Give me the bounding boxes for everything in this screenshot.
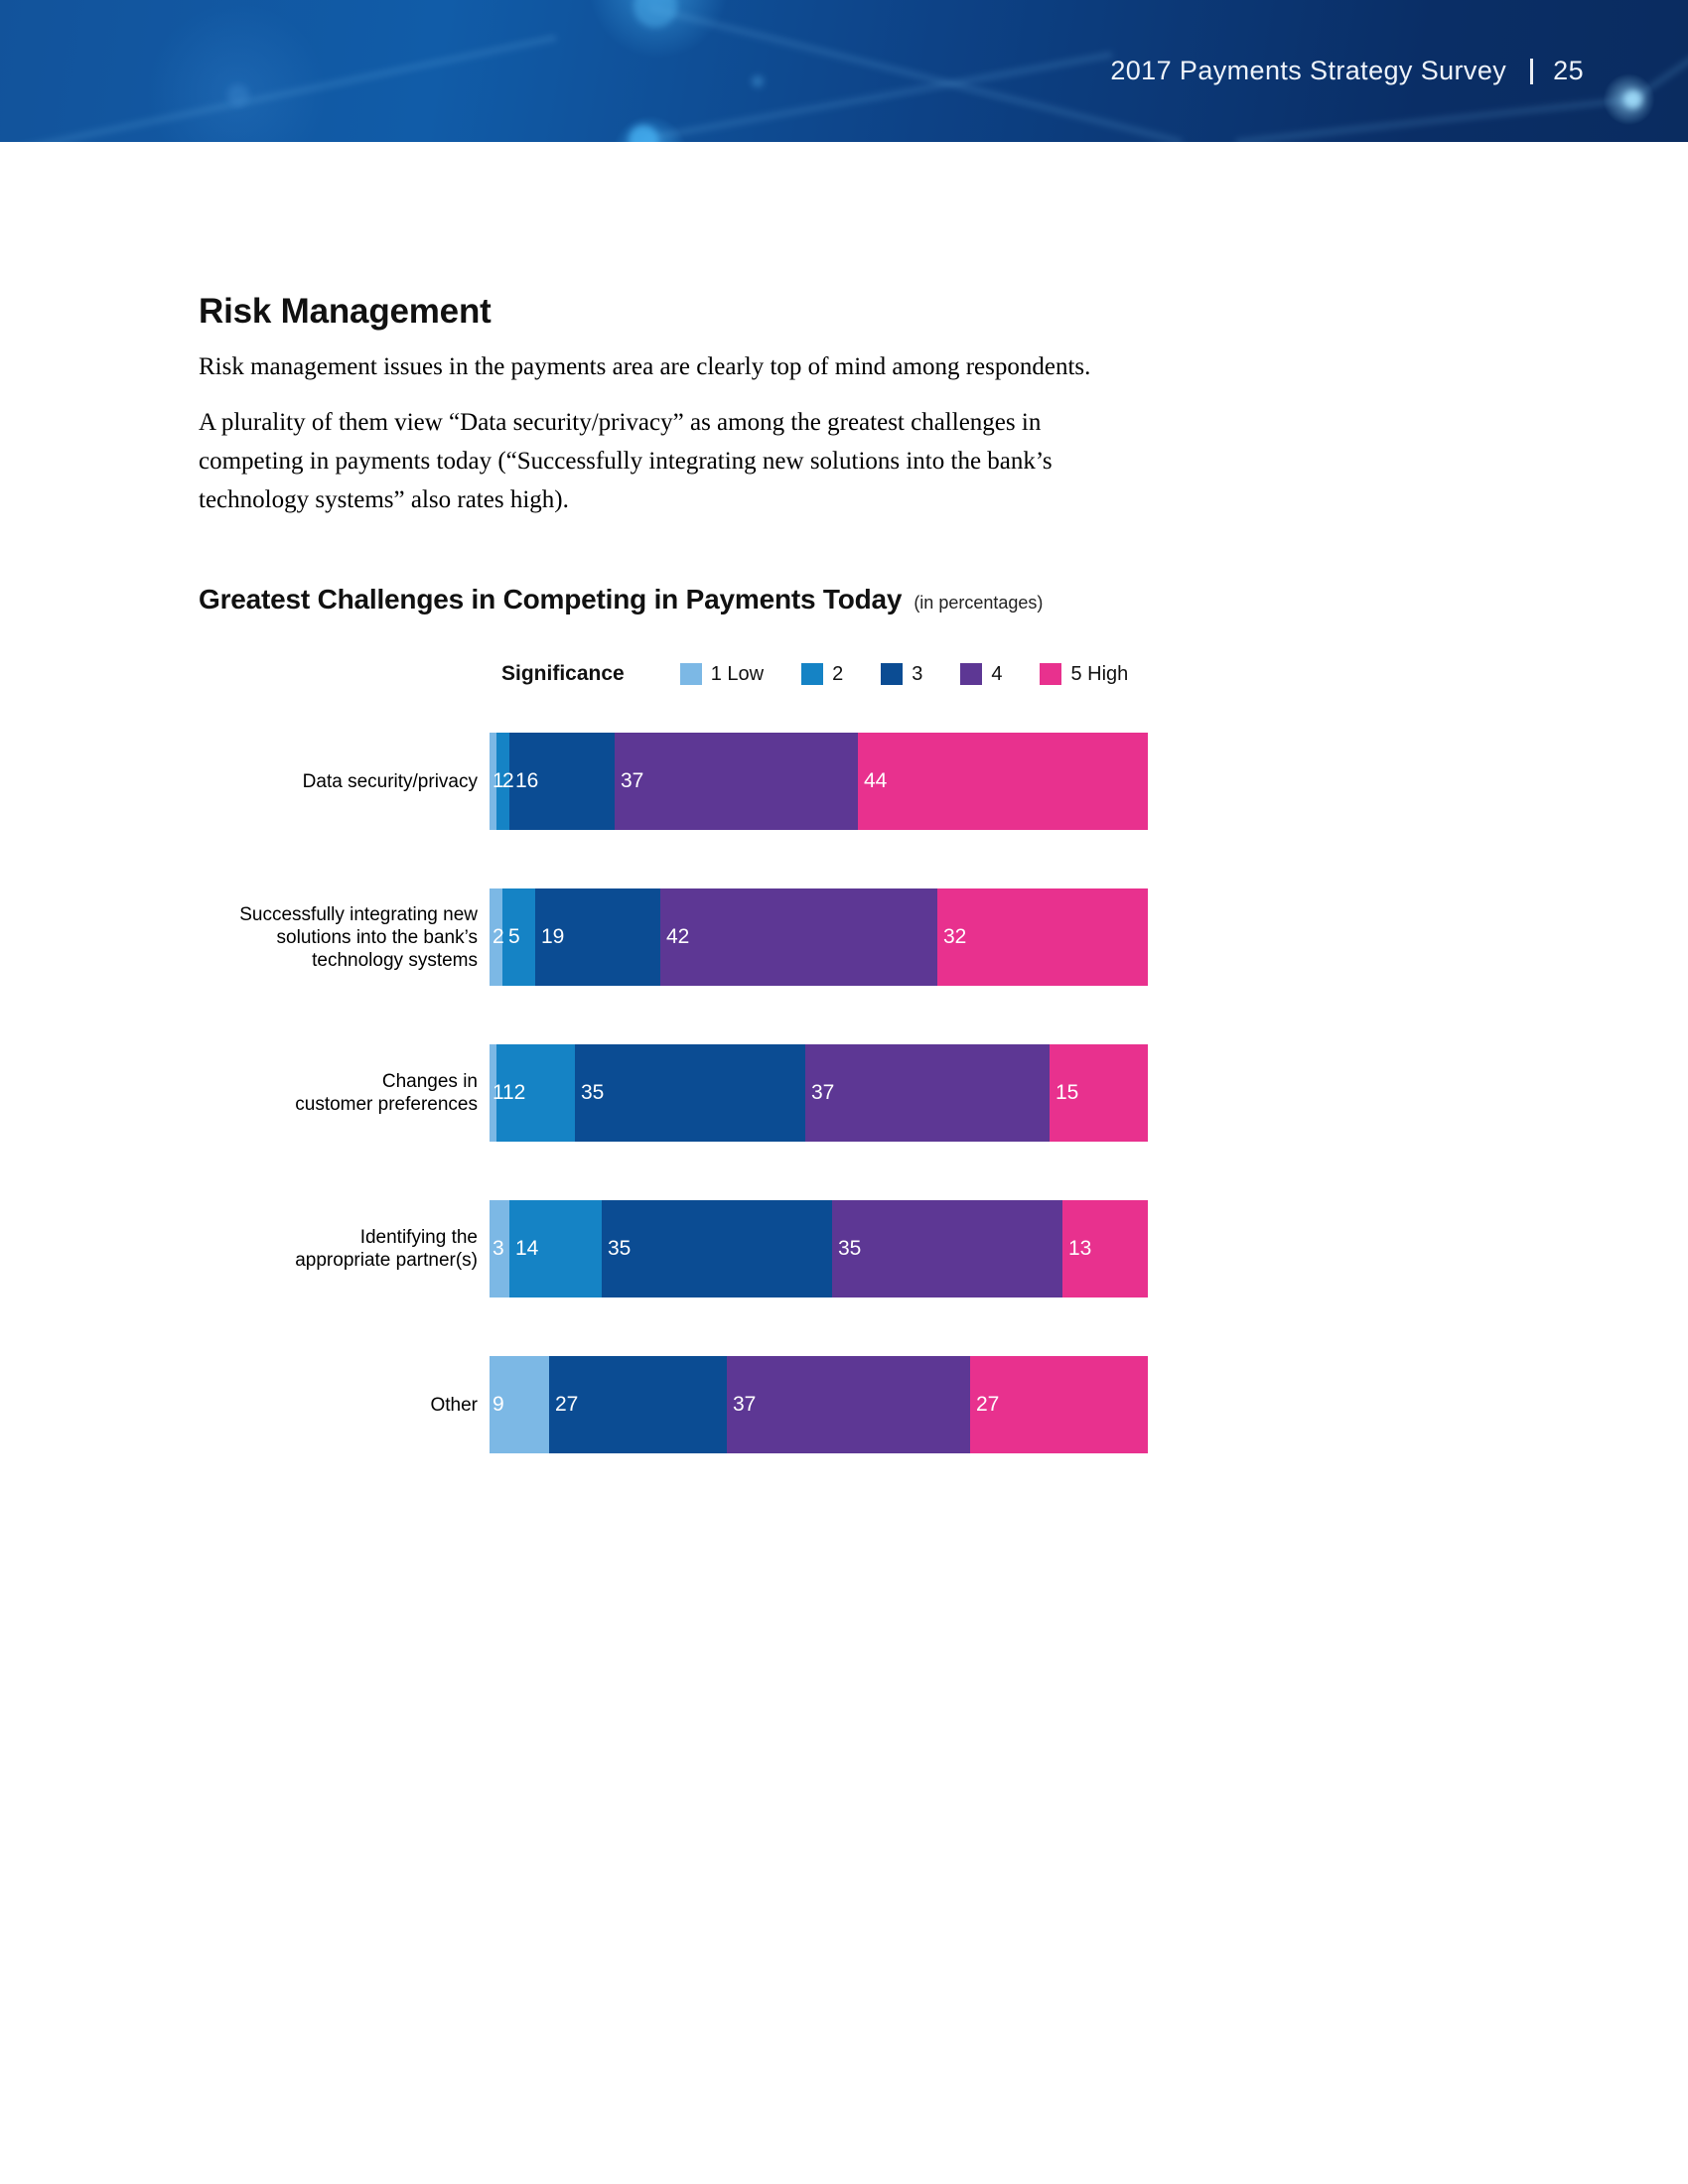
bar-segment-3 (535, 888, 660, 986)
chart-legend: Significance 1 Low 2 3 4 5 High (501, 659, 1166, 689)
stacked-bar: 3 14 35 35 13 (490, 1200, 1148, 1297)
segment-value-label: 42 (666, 925, 690, 948)
network-plexus-graphic (40, 0, 1688, 142)
bar-segment-2 (509, 1200, 602, 1297)
legend-item: 3 (881, 663, 922, 686)
segment-value-label: 35 (581, 1081, 605, 1104)
bar-segment-4 (615, 733, 858, 830)
segment-value-label: 35 (608, 1237, 632, 1260)
segment-value-label: 37 (733, 1393, 757, 1416)
legend-swatch (1040, 663, 1062, 685)
bar-segment-5-high (970, 1356, 1148, 1453)
segment-value-label: 27 (555, 1393, 579, 1416)
segment-value-label: 27 (976, 1393, 1000, 1416)
stacked-bar-chart: Data security/privacy 1 2 16 37 44 Successfull… (199, 733, 1499, 1512)
segment-value-label: 1 (492, 769, 504, 792)
legend-swatch (801, 663, 824, 685)
segment-value-label: 12 (502, 1081, 526, 1104)
segment-value-label: 5 (508, 925, 520, 948)
category-label: Data security/privacy (302, 770, 478, 792)
legend-item: 5 High (1040, 663, 1128, 686)
chart-row: Other 9 27 37 27 (199, 1356, 1499, 1453)
category-label: Identifying the appropriate partner(s) (295, 1227, 478, 1271)
legend-item: 4 (960, 663, 1002, 686)
bar-segment-5-high (937, 888, 1148, 986)
legend-label: 2 (832, 662, 844, 685)
chart-title-text: Greatest Challenges in Competing in Paym… (199, 584, 903, 614)
body-paragraph: A plurality of them view “Data security/… (199, 409, 1053, 513)
legend-item: 2 (801, 663, 843, 686)
bar-segment-5-high (1062, 1200, 1148, 1297)
legend-item: 1 Low (679, 662, 765, 686)
chart-row: Data security/privacy 1 2 16 37 44 (199, 733, 1499, 830)
segment-value-label: 35 (838, 1237, 862, 1260)
page-header-banner: 2017 Payments Strategy Survey 25 (0, 0, 1688, 142)
bar-segment-5-high (858, 733, 1148, 830)
segment-value-label: 44 (864, 769, 888, 792)
bar-segment-1-low (490, 1356, 549, 1453)
chart-row: Identifying the appropriate partner(s) 3 1… (199, 1200, 1499, 1297)
bar-segment-3 (509, 733, 615, 830)
segment-value-label: 37 (621, 769, 644, 792)
segment-value-label: 2 (502, 769, 514, 792)
bar-segment-3 (602, 1200, 832, 1297)
bar-segment-4 (805, 1044, 1050, 1142)
bar-segment-1-low (490, 1044, 496, 1142)
category-label: Changes in customer preferences (295, 1071, 478, 1115)
segment-value-label: 9 (492, 1393, 504, 1416)
stacked-bar: 1 12 35 37 15 (490, 1044, 1148, 1142)
chart-row: Successfully integrating new solutions i… (199, 888, 1499, 986)
segment-value-label: 14 (515, 1237, 539, 1260)
chart-row: Changes in customer preferences 1 12 35 37 15 (199, 1044, 1499, 1142)
bar-segment-1-low (490, 733, 496, 830)
report-title: 2017 Payments Strategy Survey (1110, 56, 1507, 85)
segment-value-label: 16 (515, 769, 539, 792)
segment-value-label: 13 (1068, 1237, 1092, 1260)
legend-swatch (960, 663, 983, 685)
header-separator (1530, 58, 1534, 84)
legend-swatch (881, 663, 904, 685)
bar-segment-2 (502, 888, 535, 986)
stacked-bar: 1 2 16 37 44 (490, 733, 1148, 830)
legend-label: 1 Low (710, 662, 765, 685)
stacked-bar: 9 27 37 27 (490, 1356, 1148, 1453)
bar-segment-4 (660, 888, 937, 986)
segment-value-label: 1 (492, 1081, 504, 1104)
bar-segment-3 (549, 1356, 727, 1453)
legend-title: Significance (501, 662, 625, 685)
segment-value-label: 2 (492, 925, 504, 948)
bar-segment-2 (496, 1044, 575, 1142)
bar-segment-3 (575, 1044, 805, 1142)
section-title: Risk Management (199, 292, 492, 331)
bar-segment-1-low (490, 888, 502, 986)
category-label: Other (430, 1394, 478, 1416)
bar-segment-4 (832, 1200, 1062, 1297)
stacked-bar: 2 5 19 42 32 (490, 888, 1148, 986)
segment-value-label: 15 (1055, 1081, 1079, 1104)
segment-value-label: 3 (492, 1237, 504, 1260)
segment-value-label: 32 (943, 925, 967, 948)
chart-title: Greatest Challenges in Competing in Paym… (199, 584, 1043, 615)
segment-value-label: 19 (541, 925, 565, 948)
header-text: 2017 Payments Strategy Survey 25 (1110, 0, 1584, 142)
legend-label: 4 (991, 662, 1003, 685)
legend-swatch (679, 663, 702, 685)
intro-paragraph: Risk management issues in the payments a… (199, 353, 1091, 380)
bar-segment-4 (727, 1356, 970, 1453)
legend-label: 5 High (1070, 662, 1129, 685)
bar-segment-1-low (490, 1200, 509, 1297)
segment-value-label: 37 (811, 1081, 835, 1104)
chart-subtitle: (in percentages) (914, 593, 1044, 613)
bar-segment-5-high (1050, 1044, 1148, 1142)
bar-segment-2 (496, 733, 509, 830)
legend-label: 3 (912, 662, 923, 685)
category-label: Successfully integrating new solutions i… (239, 903, 478, 971)
page-number: 25 (1553, 56, 1584, 85)
